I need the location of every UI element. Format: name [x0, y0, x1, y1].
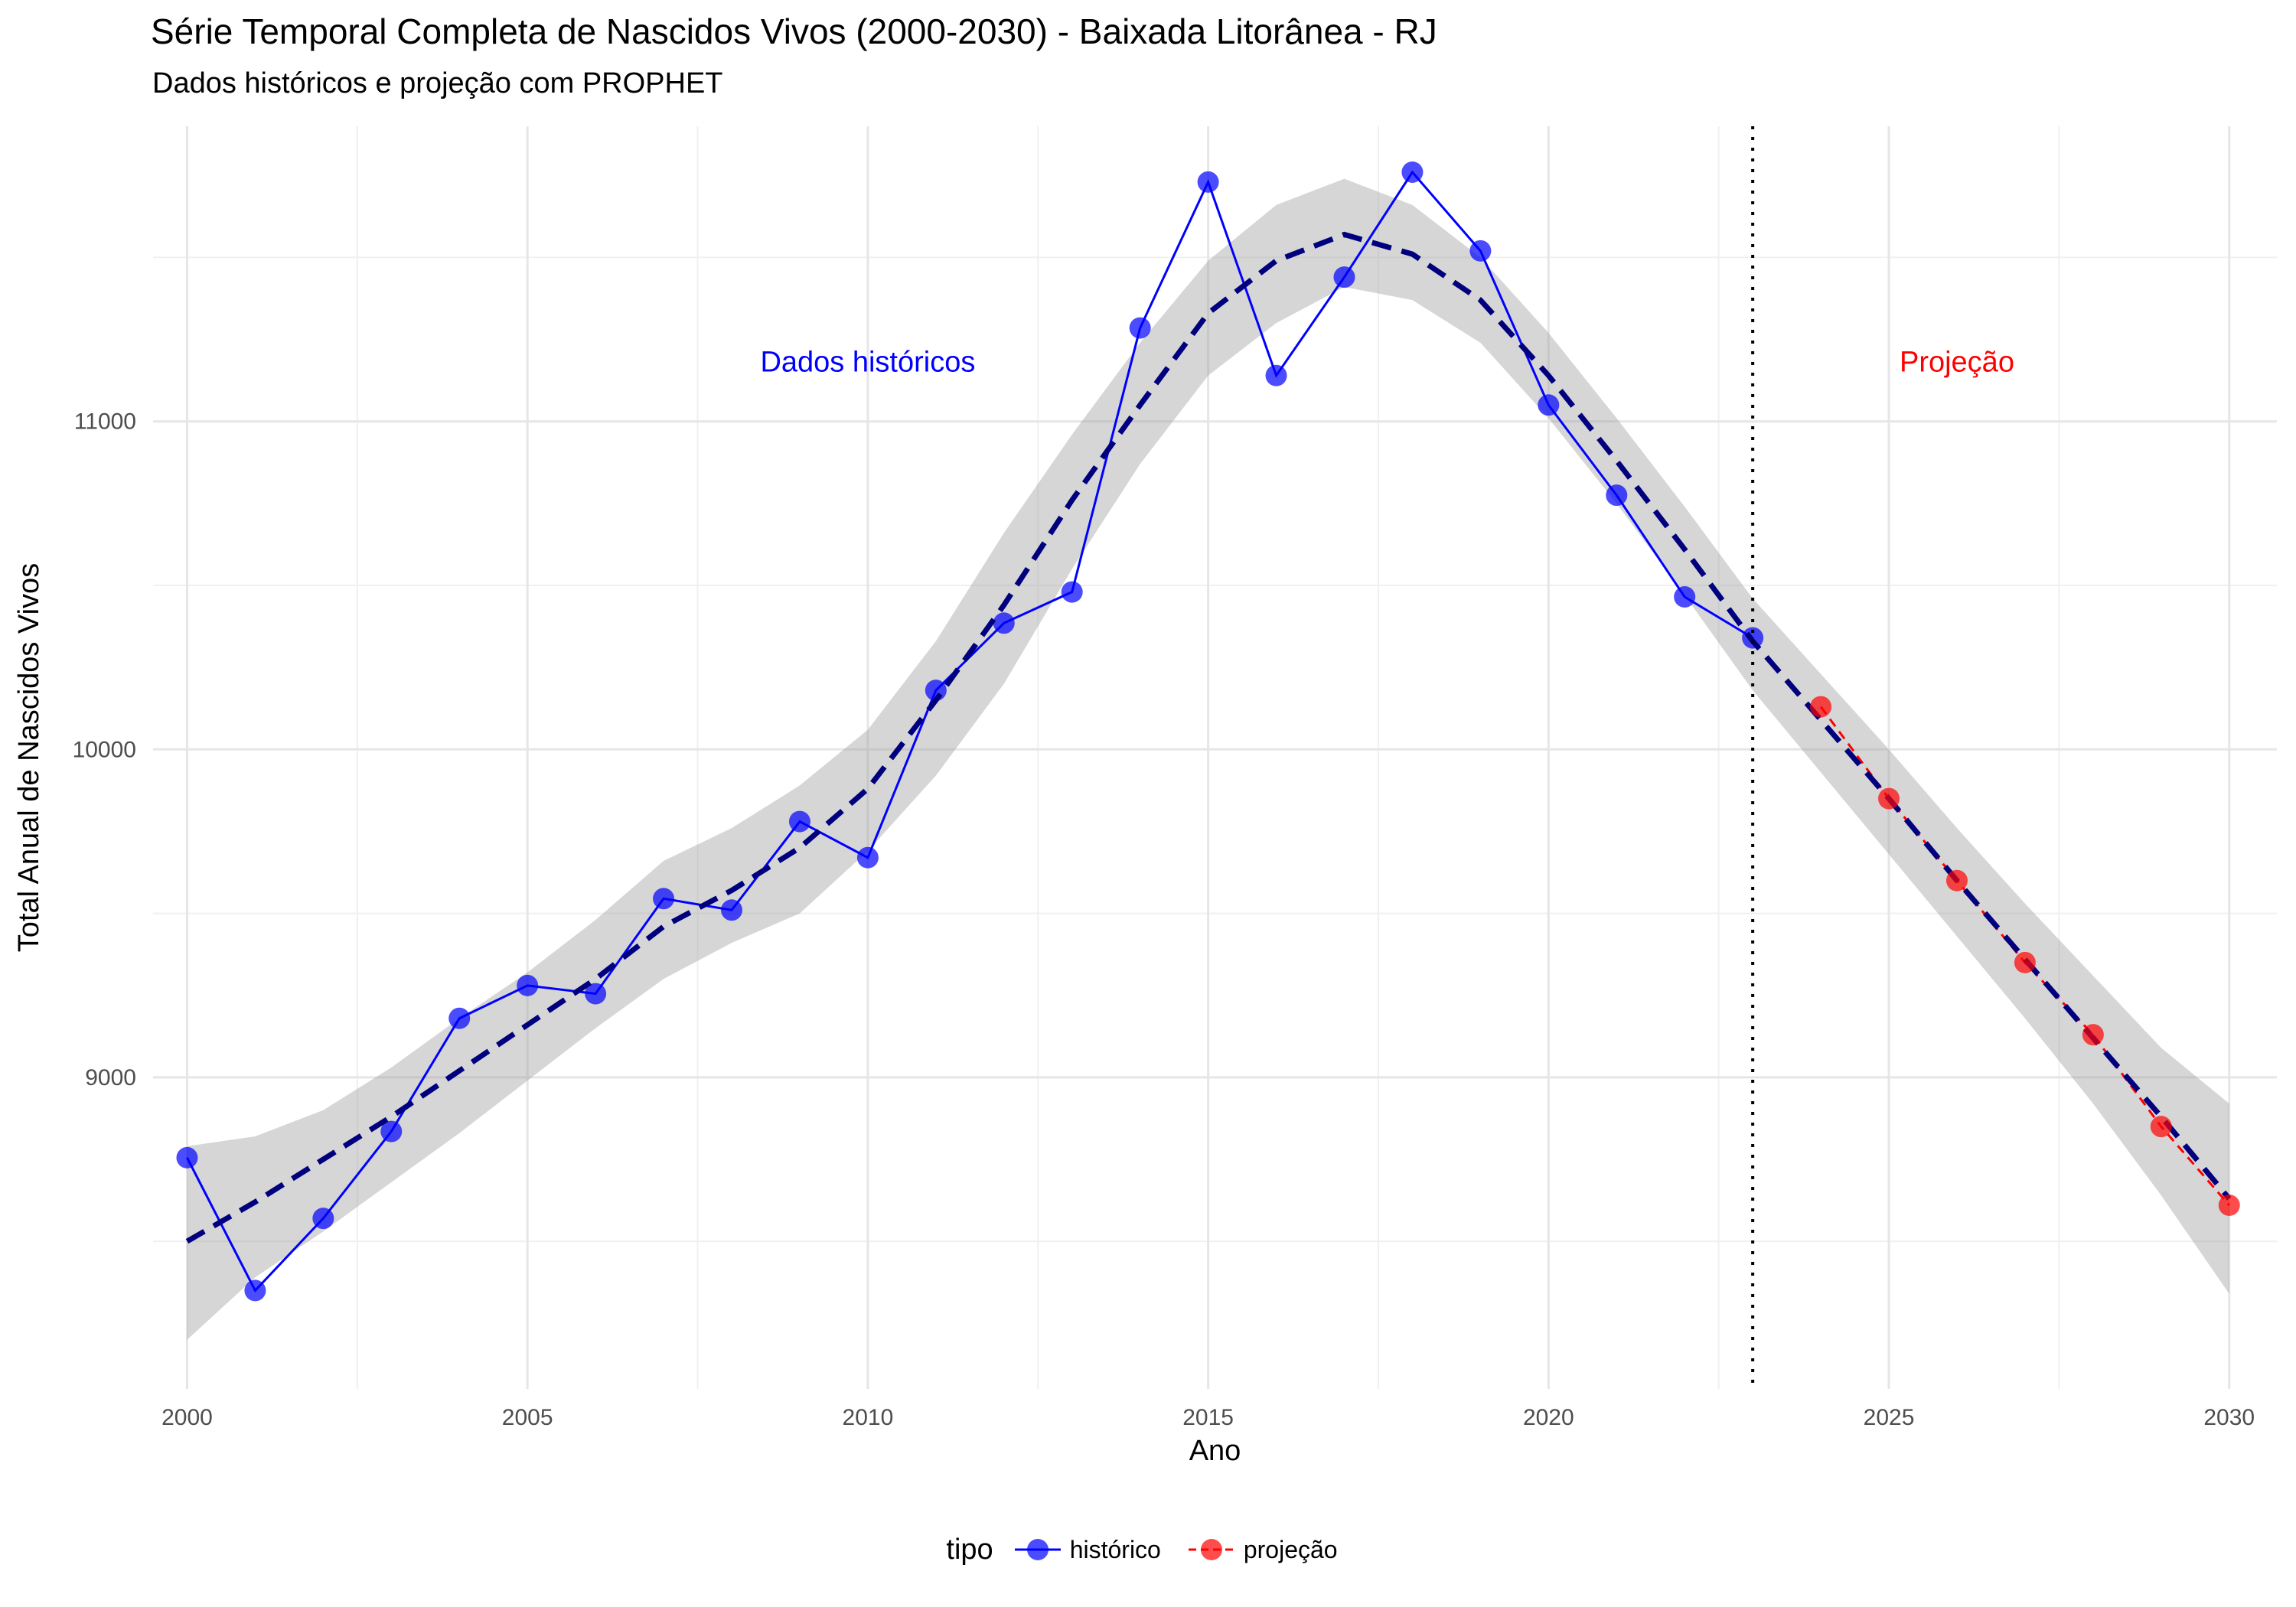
historico-point — [312, 1208, 334, 1230]
chart-subtitle: Dados históricos e projeção com PROPHET — [152, 67, 723, 99]
legend-label-historico: histórico — [1069, 1535, 1161, 1563]
projecao-point — [2014, 951, 2036, 973]
legend-key-projecao — [1188, 1539, 1234, 1560]
historico-point — [1265, 364, 1287, 386]
historico-point — [448, 1007, 471, 1029]
historico-point — [1538, 394, 1560, 416]
x-tick-label: 2030 — [2203, 1405, 2255, 1430]
legend-item-projecao: projeção — [1188, 1534, 1338, 1565]
historico-point — [993, 612, 1015, 634]
historico-point — [788, 810, 810, 833]
annotation-label: Dados históricos — [760, 347, 975, 379]
x-tick-label: 2015 — [1182, 1405, 1234, 1430]
historico-point — [517, 974, 539, 996]
historico-point — [1674, 586, 1696, 608]
legend-title: tipo — [946, 1533, 993, 1566]
projecao-point — [2150, 1116, 2172, 1138]
y-tick-label: 11000 — [74, 409, 136, 435]
historico-point — [1469, 240, 1492, 262]
x-axis-label: Ano — [1189, 1435, 1241, 1467]
historico-point — [1061, 581, 1083, 603]
historico-point — [244, 1279, 266, 1302]
historico-point — [1197, 171, 1219, 193]
chart-title: Série Temporal Completa de Nascidos Vivo… — [151, 11, 1437, 51]
x-tick-label: 2000 — [161, 1405, 213, 1430]
x-tick-label: 2005 — [502, 1405, 553, 1430]
historico-point — [1606, 484, 1628, 507]
legend: tipo histórico projeção — [0, 1527, 2296, 1573]
projecao-point — [2082, 1024, 2104, 1046]
legend-key-historico — [1014, 1539, 1061, 1560]
projecao-point — [1945, 869, 1968, 892]
historico-point — [1401, 161, 1424, 183]
y-tick-label: 9000 — [85, 1065, 136, 1090]
historico-point — [176, 1146, 198, 1169]
historico-point — [585, 983, 607, 1005]
historico-point — [653, 888, 675, 910]
projecao-point — [1878, 787, 1900, 810]
legend-label-projecao: projeção — [1243, 1535, 1338, 1563]
x-tick-label: 2025 — [1864, 1405, 1915, 1430]
annotation-label: Projeção — [1900, 347, 2014, 379]
confidence-band — [187, 178, 2229, 1340]
historico-point — [721, 899, 743, 921]
historico-point — [380, 1120, 403, 1143]
chart-plot: 2000 2005 2010 2015 2020 2025 2030 9000 10000 110… — [13, 126, 2277, 1467]
x-tick-label: 2020 — [1523, 1405, 1574, 1430]
y-axis-label: Total Anual de Nascidos Vivos — [13, 563, 45, 952]
legend-item-historico: histórico — [1014, 1534, 1161, 1565]
historico-point — [856, 846, 879, 869]
historico-point — [1333, 266, 1355, 288]
projecao-point — [1810, 696, 1832, 718]
historico-point — [1129, 317, 1151, 339]
projecao-point — [2218, 1195, 2240, 1216]
y-tick-label: 10000 — [73, 737, 136, 762]
x-tick-label: 2010 — [843, 1405, 894, 1430]
